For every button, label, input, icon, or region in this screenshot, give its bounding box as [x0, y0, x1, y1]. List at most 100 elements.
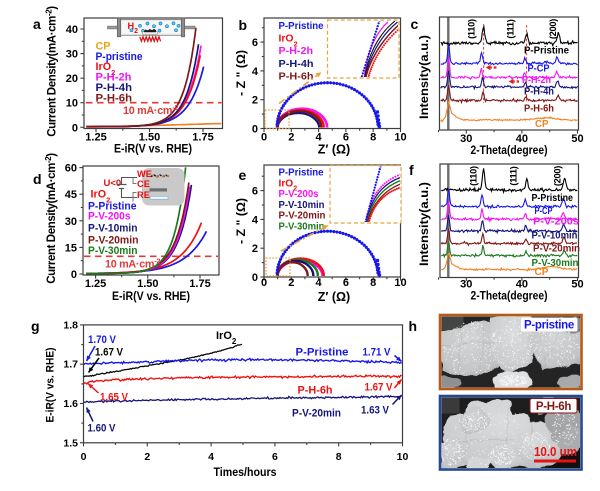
- svg-text:P-Pristine: P-Pristine: [279, 168, 324, 179]
- svg-text:a: a: [33, 16, 41, 32]
- svg-text:0: 0: [252, 124, 258, 136]
- svg-text:Current Density(mA·cm-2): Current Density(mA·cm-2): [44, 6, 59, 137]
- svg-text:10: 10: [397, 451, 409, 463]
- svg-text:CP: CP: [535, 118, 549, 130]
- svg-text:P-V-200s: P-V-200s: [533, 216, 579, 228]
- svg-text:0: 0: [71, 269, 77, 281]
- svg-text:P-V-30min: P-V-30min: [88, 245, 138, 257]
- svg-text:1.7: 1.7: [63, 359, 78, 371]
- svg-text:(110): (110): [466, 19, 476, 39]
- svg-text:1.25: 1.25: [85, 132, 106, 144]
- svg-text:4: 4: [252, 66, 259, 78]
- svg-text:1.67 V: 1.67 V: [365, 382, 394, 394]
- svg-text:E-iR(V vs. RHE): E-iR(V vs. RHE): [112, 289, 190, 303]
- svg-text:2: 2: [144, 451, 150, 463]
- svg-text:IrO2: IrO2: [96, 61, 116, 77]
- svg-text:WE: WE: [137, 169, 152, 179]
- svg-text:b: b: [239, 17, 248, 33]
- svg-text:1.25: 1.25: [85, 278, 106, 290]
- svg-text:P-V-200s: P-V-200s: [279, 189, 319, 200]
- svg-text:10: 10: [394, 277, 406, 289]
- svg-text:P-Pristine: P-Pristine: [532, 192, 574, 204]
- svg-text:1.60 V: 1.60 V: [88, 423, 117, 435]
- svg-text:1.70 V: 1.70 V: [88, 334, 117, 346]
- svg-text:Intensity(a.u.): Intensity(a.u.): [417, 182, 431, 266]
- svg-text:P-H-6h: P-H-6h: [298, 385, 333, 397]
- svg-text:P-V-10min: P-V-10min: [532, 230, 578, 242]
- svg-text:1.63 V: 1.63 V: [361, 405, 390, 417]
- svg-text:Current Density(mA·cm-2): Current Density(mA·cm-2): [44, 153, 59, 284]
- svg-text:50: 50: [571, 279, 583, 291]
- svg-text:(111): (111): [508, 166, 518, 185]
- svg-text:0: 0: [72, 122, 78, 134]
- svg-text:P-V-200s: P-V-200s: [88, 211, 131, 223]
- svg-text:P-H-4h: P-H-4h: [524, 86, 554, 98]
- svg-text:60: 60: [65, 163, 77, 175]
- svg-text:g: g: [31, 318, 40, 334]
- svg-text:20: 20: [66, 73, 78, 85]
- svg-text:1.65 V: 1.65 V: [100, 392, 129, 404]
- svg-text:0: 0: [81, 451, 87, 463]
- svg-text:6: 6: [252, 37, 258, 49]
- svg-text:45: 45: [65, 189, 77, 201]
- svg-text:1.71 V: 1.71 V: [363, 347, 392, 359]
- svg-text:0: 0: [261, 277, 267, 289]
- svg-text:h: h: [409, 318, 418, 334]
- svg-text:P-V-20min: P-V-20min: [88, 235, 139, 247]
- svg-text:P-Pristine: P-Pristine: [524, 45, 569, 57]
- svg-text:P-Pristine: P-Pristine: [88, 201, 137, 213]
- svg-text:6: 6: [272, 451, 278, 463]
- svg-text:1.8: 1.8: [63, 319, 78, 331]
- svg-text:1.75: 1.75: [189, 278, 210, 290]
- svg-text:40: 40: [66, 24, 78, 36]
- svg-text:P-H-6h: P-H-6h: [524, 103, 554, 115]
- svg-text:50: 50: [571, 133, 583, 145]
- svg-text:2: 2: [288, 132, 294, 144]
- svg-text:1.75: 1.75: [192, 132, 213, 144]
- svg-text:0: 0: [252, 272, 258, 284]
- svg-text:10 mA·cm-2: 10 mA·cm-2: [123, 103, 178, 118]
- svg-text:- Z " (Ω): - Z " (Ω): [234, 50, 248, 96]
- svg-text:8: 8: [370, 277, 376, 289]
- svg-text:CE: CE: [137, 179, 150, 189]
- svg-text:P-pristine: P-pristine: [96, 51, 143, 63]
- svg-text:P-V-10min: P-V-10min: [88, 222, 138, 234]
- svg-text:P-H-2h: P-H-2h: [522, 74, 551, 86]
- svg-text:(110): (110): [468, 166, 478, 186]
- svg-text:4: 4: [208, 451, 214, 463]
- svg-text:10 mA·cm-2: 10 mA·cm-2: [105, 256, 160, 271]
- svg-text:IrO2: IrO2: [279, 178, 298, 192]
- svg-text:P-V-10min: P-V-10min: [279, 200, 325, 211]
- svg-text:IrO2: IrO2: [91, 188, 111, 204]
- svg-text:40: 40: [516, 279, 528, 291]
- svg-text:P-H-4h: P-H-4h: [96, 82, 133, 94]
- svg-text:30: 30: [460, 133, 472, 145]
- svg-text:4: 4: [252, 214, 259, 226]
- svg-text:E-iR(V vs. RHE): E-iR(V vs. RHE): [45, 347, 57, 422]
- svg-text:2-Theta(degree): 2-Theta(degree): [471, 143, 548, 157]
- svg-text:(200): (200): [548, 19, 558, 39]
- svg-text:P-Pristine: P-Pristine: [296, 347, 349, 359]
- svg-text:- Z " (Ω): - Z " (Ω): [234, 198, 248, 244]
- svg-text:6: 6: [343, 132, 349, 144]
- svg-text:Intensity(a.u.): Intensity(a.u.): [417, 35, 431, 119]
- svg-text:P-H-6h: P-H-6h: [536, 401, 572, 413]
- svg-text:e: e: [239, 167, 247, 183]
- svg-text:4: 4: [316, 277, 323, 289]
- svg-text:U<0: U<0: [104, 178, 122, 189]
- svg-text:10: 10: [66, 98, 78, 110]
- svg-text:2-Theta(degree): 2-Theta(degree): [471, 289, 548, 303]
- svg-text:P-pristine: P-pristine: [524, 320, 574, 332]
- svg-text:P-H-6h: P-H-6h: [96, 92, 133, 104]
- svg-text:P-CP: P-CP: [535, 205, 553, 217]
- svg-text:1.6: 1.6: [63, 398, 78, 410]
- svg-text:P-H-4h: P-H-4h: [279, 59, 314, 70]
- svg-text:1.50: 1.50: [139, 132, 160, 144]
- svg-text:1.5: 1.5: [63, 437, 78, 449]
- svg-text:2: 2: [252, 95, 258, 107]
- svg-text:30: 30: [66, 49, 78, 61]
- svg-text:1.50: 1.50: [137, 278, 158, 290]
- svg-text:P-H-2h: P-H-2h: [96, 72, 132, 84]
- svg-text:P-V-20min: P-V-20min: [279, 211, 326, 222]
- svg-text:P-H-6h: P-H-6h: [279, 71, 314, 82]
